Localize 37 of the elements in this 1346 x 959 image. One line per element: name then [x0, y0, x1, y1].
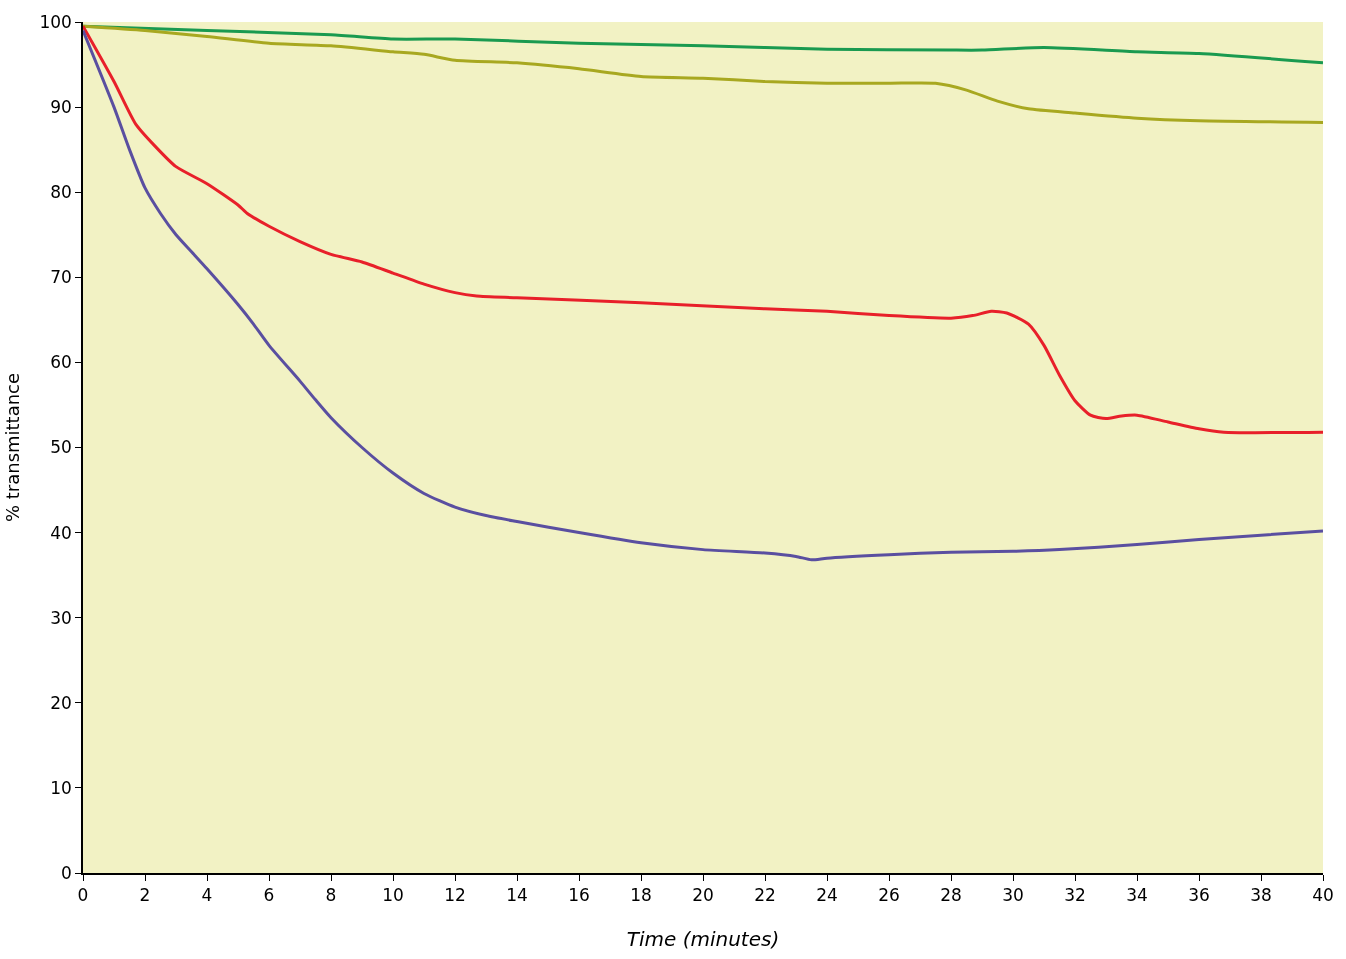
- x-tick-label: 36: [1188, 885, 1210, 906]
- x-tick-label: 28: [940, 885, 962, 906]
- y-axis-title: % transmittance: [2, 372, 24, 523]
- x-tick-label: 18: [630, 885, 652, 906]
- y-tick-label: 50: [50, 437, 72, 458]
- line-series: [83, 29, 1323, 562]
- x-tick-label: 40: [1312, 885, 1334, 906]
- line-series: [83, 24, 1323, 124]
- x-tick-label: 4: [201, 885, 213, 906]
- x-tick-label: 6: [263, 885, 275, 906]
- y-tick-label: 30: [50, 607, 72, 628]
- y-tick-label: 60: [50, 352, 72, 373]
- x-tick-label: 22: [754, 885, 776, 906]
- x-tick-label: 8: [325, 885, 337, 906]
- y-tick-label: 10: [50, 777, 72, 798]
- x-tick-label: 34: [1126, 885, 1148, 906]
- y-tick-label: 0: [61, 862, 72, 883]
- y-tick-label: 100: [39, 11, 72, 32]
- x-tick-label: 2: [139, 885, 151, 906]
- x-tick-label: 24: [816, 885, 838, 906]
- x-tick-label: 16: [568, 885, 590, 906]
- y-tick-label: 40: [50, 522, 72, 543]
- y-tick-label: 80: [50, 182, 72, 203]
- x-tick-label: 10: [382, 885, 404, 906]
- x-tick-label: 26: [878, 885, 900, 906]
- x-tick-label: 14: [506, 885, 528, 906]
- y-tick-label: 20: [50, 692, 72, 713]
- x-tick-label: 0: [77, 885, 89, 906]
- x-tick-label: 38: [1250, 885, 1272, 906]
- x-axis-title: Time (minutes): [626, 927, 780, 952]
- y-tick-label: 70: [50, 267, 72, 288]
- x-tick-label: 32: [1064, 885, 1086, 906]
- x-tick-label: 12: [444, 885, 466, 906]
- x-tick-label: 30: [1002, 885, 1024, 906]
- line-series: [83, 24, 1323, 435]
- y-tick-label: 90: [50, 97, 72, 118]
- x-tick-label: 20: [692, 885, 714, 906]
